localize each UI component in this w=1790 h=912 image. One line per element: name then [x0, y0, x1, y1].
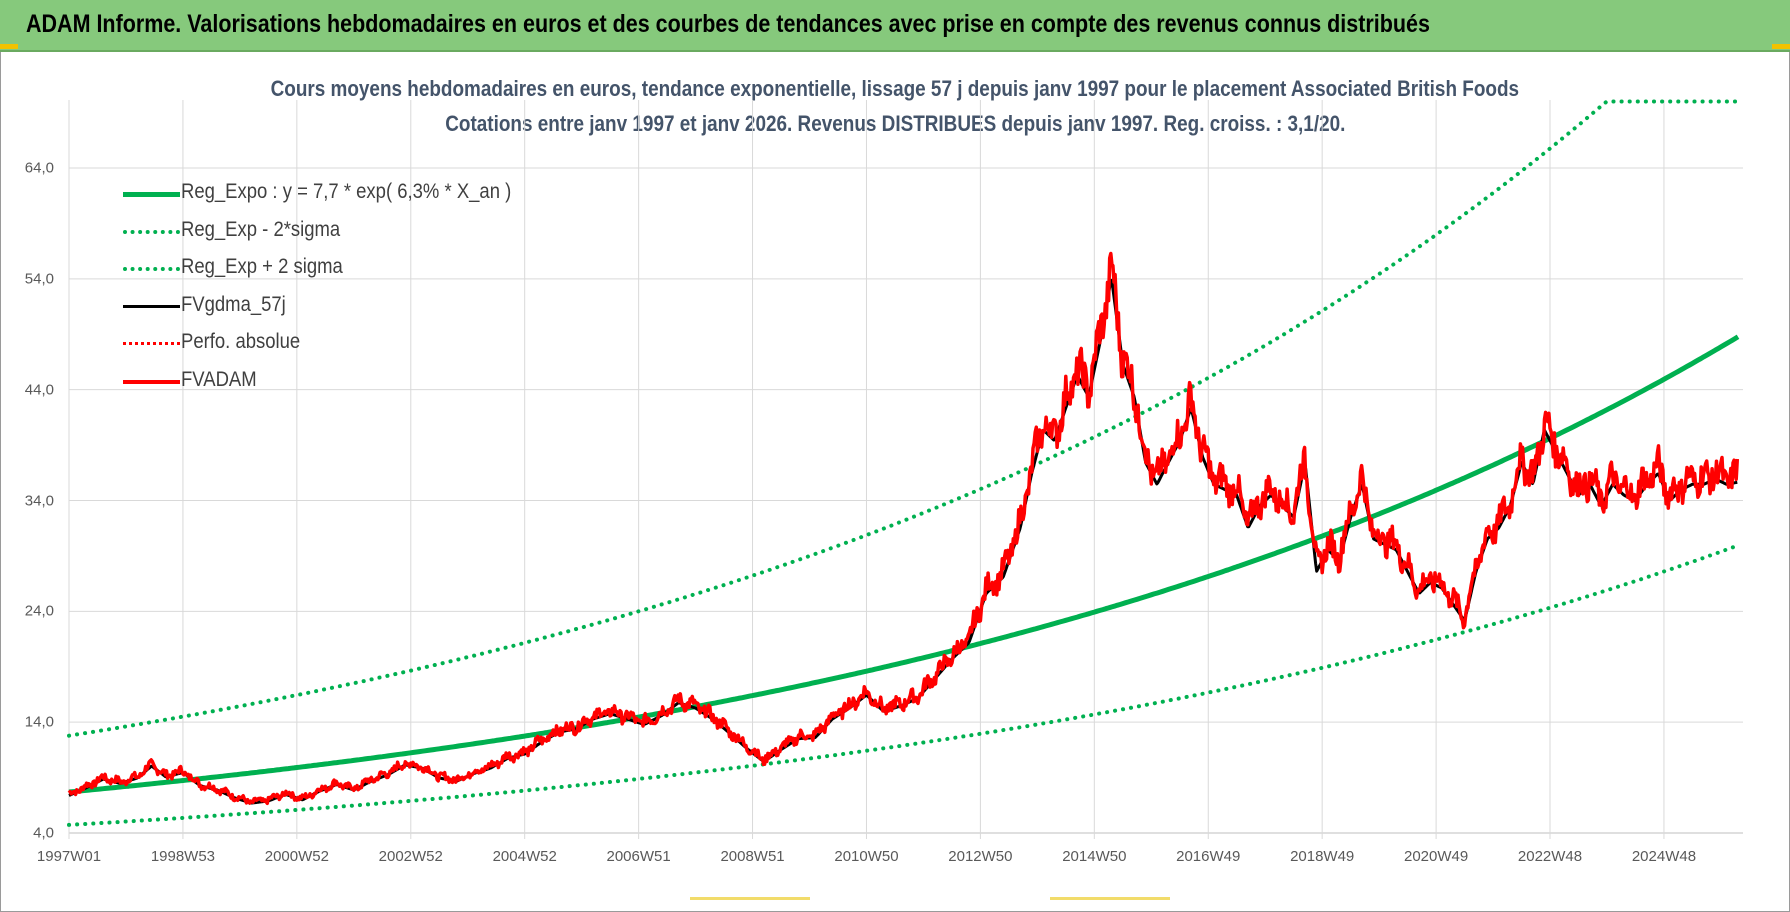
corner-mark-top-right	[1772, 44, 1790, 49]
y-tick-label: 64,0	[24, 159, 54, 177]
fvgdma-57j-line	[68, 278, 1738, 805]
legend-label: Reg_Expo : y = 7,7 * exp( 6,3% * X_an )	[181, 180, 512, 203]
bottom-mark-1	[690, 897, 810, 900]
legend-label: FVgdma_57j	[181, 292, 286, 316]
legend-label: FVADAM	[181, 367, 257, 391]
fvadam-line	[67, 251, 1740, 806]
gridlines	[68, 100, 1743, 839]
title-banner: ADAM Informe. Valorisations hebdomadaire…	[0, 0, 1790, 52]
x-tick-label: 2024W48	[1631, 848, 1697, 865]
legend-swatch	[123, 304, 180, 308]
chart-title-text: Cours moyens hebdomadaires en euros, ten…	[270, 76, 1520, 101]
reg-exp-plus-2-sigma-line	[67, 99, 1740, 738]
x-tick-label: 2016W49	[1176, 848, 1241, 865]
y-tick-label: 44,0	[24, 381, 54, 399]
x-tick-label: 2010W50	[834, 848, 899, 865]
legend-swatch	[123, 267, 180, 271]
y-tick-label: 14,0	[24, 713, 54, 731]
banner-title: ADAM Informe. Valorisations hebdomadaire…	[26, 10, 1430, 38]
x-tick-label: 2022W48	[1517, 848, 1583, 865]
reg-exp-minus-2-sigma-line	[67, 543, 1740, 827]
legend-label: Perfo. absolue	[181, 330, 301, 353]
chart-subtitle-text: Cotations entre janv 1997 et janv 2026. …	[444, 111, 1346, 136]
legend-swatch	[123, 379, 180, 384]
x-tick-label: 2002W52	[378, 848, 443, 865]
x-tick-label: 2018W49	[1290, 848, 1355, 865]
y-tick-label: 54,0	[24, 270, 54, 288]
legend-label: Reg_Exp + 2 sigma	[181, 255, 343, 278]
y-tick-label: 34,0	[24, 492, 54, 509]
corner-mark-top-left	[0, 44, 18, 49]
legend-swatch	[123, 192, 180, 197]
x-tick-label: 2000W52	[264, 848, 329, 865]
reg-expo-line	[68, 334, 1740, 795]
legend-label: Reg_Exp - 2*sigma	[181, 217, 341, 241]
x-tick-label: 2012W50	[948, 848, 1013, 865]
legend-swatch	[123, 342, 180, 345]
x-tick-label: 1997W01	[36, 848, 102, 865]
x-tick-label: 2006W51	[606, 848, 671, 865]
series-lines	[67, 99, 1740, 827]
chart-subtitle: Cotations entre janv 1997 et janv 2026. …	[0, 111, 1790, 137]
bottom-mark-2	[1050, 897, 1170, 900]
y-tick-label: 24,0	[24, 602, 54, 620]
x-tick-label: 1998W53	[150, 848, 216, 865]
x-tick-label: 2020W49	[1403, 848, 1469, 865]
legend-swatch	[123, 229, 180, 234]
x-tick-label: 2004W52	[492, 848, 557, 865]
y-tick-label: 4,0	[33, 824, 54, 842]
x-tick-label: 2008W51	[720, 848, 785, 865]
chart-title: Cours moyens hebdomadaires en euros, ten…	[0, 76, 1790, 102]
x-tick-label: 2014W50	[1062, 848, 1127, 865]
